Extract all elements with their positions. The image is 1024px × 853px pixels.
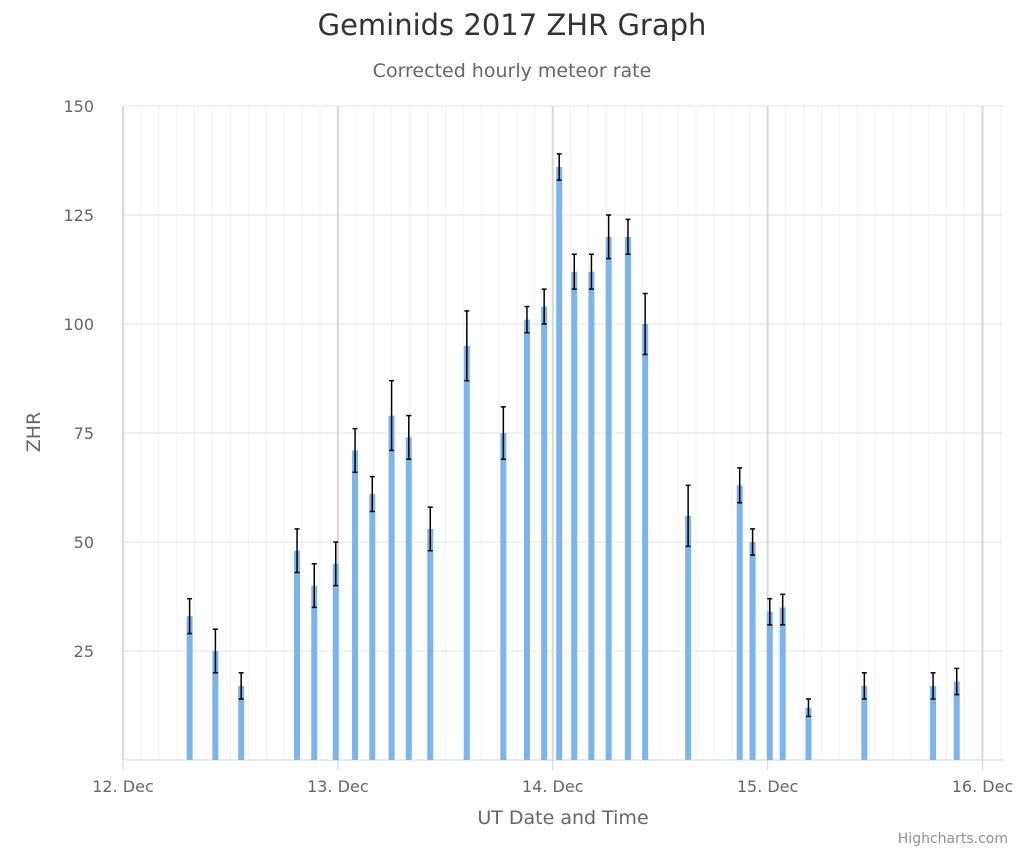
zhr-bar: [642, 324, 649, 760]
zhr-bar: [294, 550, 301, 760]
zhr-bar: [186, 616, 193, 760]
zhr-bar: [571, 271, 578, 760]
zhr-bar: [238, 685, 245, 760]
zhr-bar: [736, 485, 743, 760]
zhr-bar: [352, 450, 359, 760]
zhr-bar: [953, 681, 960, 760]
zhr-bar: [427, 528, 434, 760]
y-tick-label: 75: [74, 424, 94, 443]
zhr-bar: [405, 437, 412, 760]
y-tick-label: 125: [63, 206, 94, 225]
x-tick-label: 16. Dec: [952, 777, 1014, 796]
zhr-bar: [311, 585, 318, 760]
zhr-bar: [556, 167, 563, 761]
zhr-bar: [332, 563, 339, 760]
zhr-bar: [463, 345, 470, 760]
zhr-bar: [369, 494, 376, 760]
x-axis-title: UT Date and Time: [477, 807, 648, 829]
y-tick-label: 150: [63, 97, 94, 116]
y-tick-label: 100: [63, 315, 94, 334]
y-axis-title: ZHR: [23, 412, 45, 453]
grid: [122, 105, 1004, 760]
axes: 25 50 75 100 125 150 12. Dec 13. Dec 14. Dec 15. …: [63, 97, 1013, 796]
zhr-bar: [930, 685, 937, 760]
zhr-bar: [766, 611, 773, 760]
x-tick-label: 12. Dec: [92, 777, 154, 796]
zhr-bar: [500, 433, 507, 760]
error-bar-series: [187, 153, 960, 718]
zhr-bar: [749, 542, 756, 760]
chart-title: Geminids 2017 ZHR Graph: [317, 8, 707, 42]
zhr-bar: [212, 651, 219, 760]
zhr-bar: [861, 685, 868, 760]
x-tick-label: 15. Dec: [737, 777, 799, 796]
y-tick-label: 25: [74, 642, 94, 661]
bar-series: [186, 167, 960, 761]
zhr-bar: [624, 236, 631, 761]
zhr-bar: [523, 319, 530, 760]
zhr-bar: [805, 707, 812, 760]
zhr-bar: [779, 607, 786, 760]
y-tick-label: 50: [74, 533, 94, 552]
zhr-bar: [685, 515, 692, 760]
credits-link[interactable]: Highcharts.com: [897, 831, 1008, 847]
zhr-bar: [588, 271, 595, 760]
x-tick-label: 13. Dec: [307, 777, 369, 796]
x-tick-label: 14. Dec: [522, 777, 584, 796]
zhr-bar: [388, 415, 395, 760]
zhr-bar: [605, 236, 612, 761]
chart-subtitle: Corrected hourly meteor rate: [372, 60, 652, 82]
zhr-bar: [541, 306, 548, 760]
